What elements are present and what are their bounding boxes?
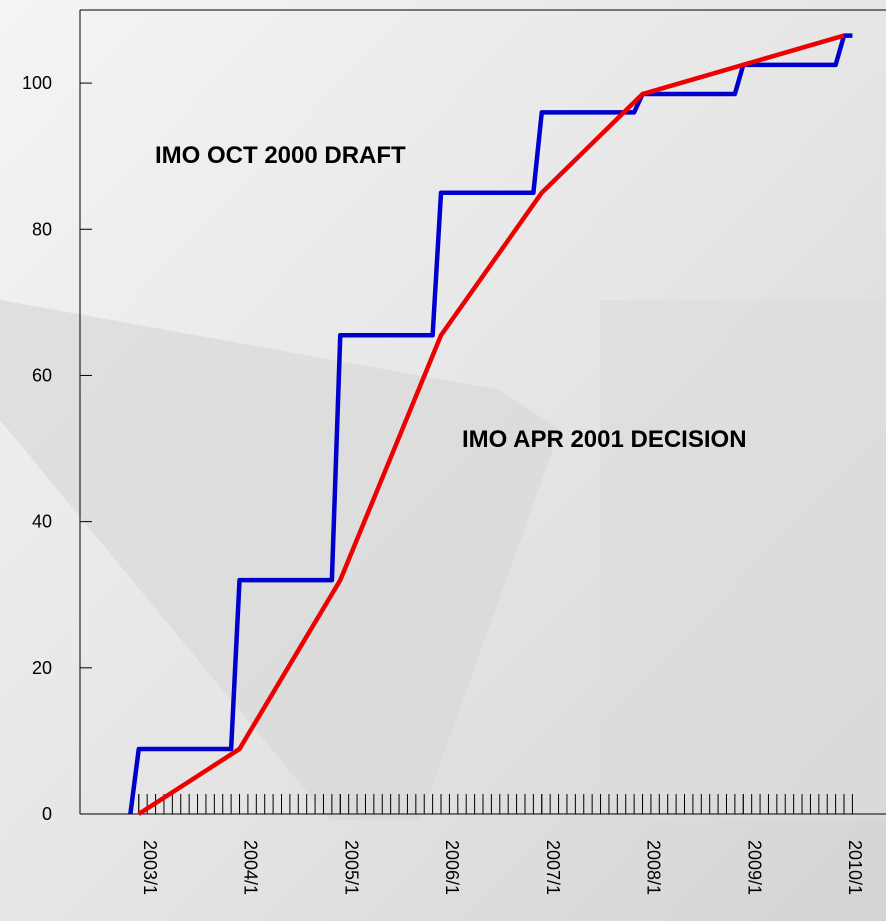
y-tick-label: 20 [32, 658, 52, 678]
x-tick-label: 2009/1 [744, 840, 764, 895]
x-tick-label: 2010/1 [845, 840, 865, 895]
background-shape [600, 300, 886, 820]
series-line [128, 33, 853, 815]
background-shape [0, 300, 560, 820]
y-tick-label: 80 [32, 219, 52, 239]
x-tick-label: 2008/1 [644, 840, 664, 895]
series-label: IMO OCT 2000 DRAFT [155, 142, 406, 169]
y-tick-label: 0 [42, 804, 52, 824]
series-label: IMO APR 2001 DECISION [462, 426, 747, 453]
y-tick-label: 100 [22, 73, 52, 93]
x-tick-label: 2006/1 [442, 840, 462, 895]
x-tick-label: 2005/1 [341, 840, 361, 895]
y-tick-label: 40 [32, 512, 52, 532]
y-tick-label: 60 [32, 365, 52, 385]
x-tick-label: 2007/1 [543, 840, 563, 895]
series-line [137, 33, 845, 816]
x-tick-label: 2004/1 [241, 840, 261, 895]
x-tick-label: 2003/1 [140, 840, 160, 895]
